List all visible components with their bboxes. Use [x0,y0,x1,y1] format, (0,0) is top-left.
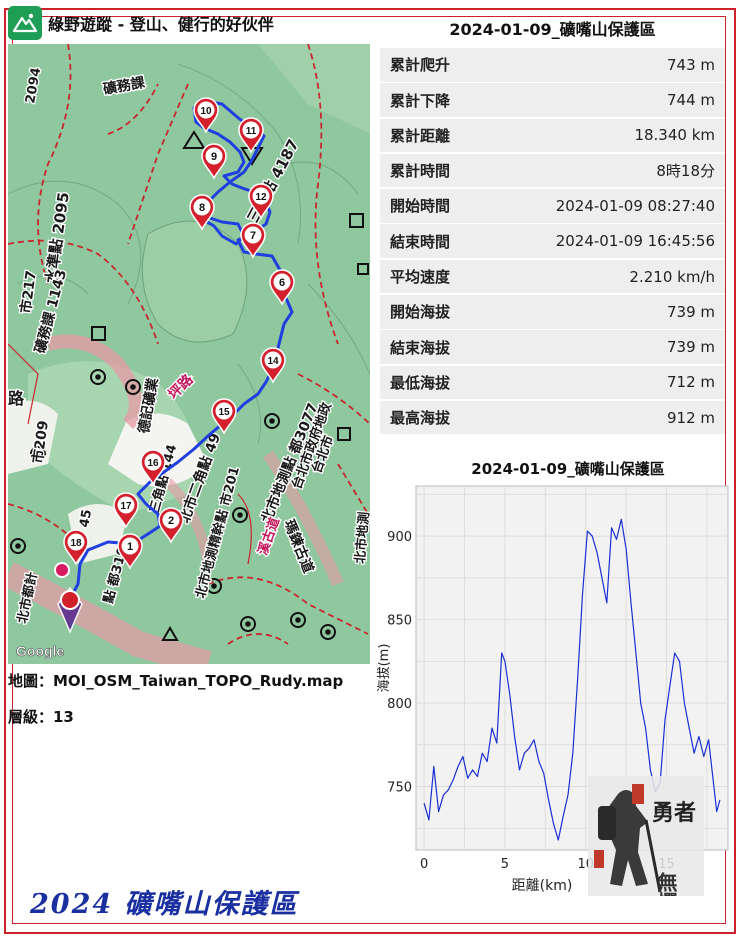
stat-value: 8時18分 [656,162,715,181]
map-label: 45 [77,508,95,528]
app-header: 綠野遊蹤 - 登山、健行的好伙伴 [8,6,374,40]
y-tick-label: 900 [387,530,412,545]
stat-value: 2.210 km/h [629,267,715,286]
stat-row: 累計距離 18.340 km [380,118,725,153]
waypoint-marker[interactable]: 6 [269,269,295,306]
waypoint-marker[interactable]: 12 [248,183,274,220]
waypoint-marker[interactable]: 9 [201,143,227,180]
stamp-text-main: 勇者 [652,800,696,826]
stat-row: 累計爬升 743 m [380,48,725,82]
waypoint-number: 2 [168,515,174,527]
y-axis-label: 海拔(m) [377,644,392,693]
stats-title: 2024-01-09_礦嘴山保護區 [449,20,656,39]
waypoint-marker[interactable]: 18 [63,529,89,566]
stat-row: 結束時間 2024-01-09 16:45:56 [380,224,725,258]
stat-label: 累計時間 [390,162,451,181]
stat-label: 結束時間 [390,232,451,251]
stat-row: 開始時間 2024-01-09 08:27:40 [380,189,725,223]
app-title: 綠野遊蹤 - 登山、健行的好伙伴 [48,15,274,34]
hiker-stamp-logo: 勇者 無懼 [588,776,704,913]
elevation-series-line [423,518,721,841]
stat-label: 累計爬升 [390,56,451,75]
waypoint-marker[interactable]: 11 [238,117,264,154]
chart-title: 2024-01-09_礦嘴山保護區 [471,460,664,478]
x-tick-label: 0 [420,857,428,872]
stat-value: 912 m [666,408,715,427]
stat-value: 739 m [666,338,715,357]
stat-value: 2024-01-09 08:27:40 [555,196,715,215]
waypoint-marker[interactable]: 16 [140,449,166,486]
stat-value: 739 m [666,302,715,321]
waypoint-number: 1 [127,541,133,553]
waypoint-number: 15 [218,407,230,418]
stat-label: 結束海拔 [390,338,451,357]
stat-row: 最高海拔 912 m [380,400,725,435]
stat-label: 開始時間 [390,197,451,216]
signature-caption: 2024 礦嘴山保護區 [30,889,299,920]
stat-row: 累計下降 744 m [380,83,725,117]
stat-row: 平均速度 2.210 km/h [380,259,725,294]
stat-row: 最低海拔 712 m [380,365,725,400]
stamp-text-sub: 無懼 [654,871,678,896]
stat-label: 累計下降 [390,91,451,110]
waypoint-number: 8 [199,202,205,214]
stat-label: 平均速度 [390,268,451,287]
stat-label: 開始海拔 [390,303,451,322]
waypoint-number: 7 [250,230,256,242]
stat-row: 開始海拔 739 m [380,295,725,329]
waypoint-number: 10 [200,106,212,117]
stat-row: 結束海拔 739 m [380,330,725,364]
stat-value: 744 m [666,91,715,110]
stat-label: 累計距離 [390,126,451,145]
stat-row: 累計時間 8時18分 [380,153,725,188]
waypoint-marker[interactable]: 15 [211,398,237,435]
waypoint-number: 6 [279,277,285,289]
waypoint-number: 14 [267,356,279,367]
stat-label: 最高海拔 [390,409,451,428]
mountain-trail-icon [8,6,42,40]
waypoint-number: 18 [70,538,82,549]
y-tick-label: 750 [387,781,412,796]
map-attribution: Google [16,643,64,659]
map-zoom-label: 層級：13 [8,708,74,726]
y-tick-label: 850 [387,614,412,629]
map-label: 路 [8,389,25,408]
stat-value: 2024-01-09 16:45:56 [555,232,715,251]
waypoint-marker[interactable]: 2 [158,507,184,544]
map-source-label: 地圖：MOI_OSM_Taiwan_TOPO_Rudy.map [8,672,344,690]
stats-table: 累計爬升 743 m 累計下降 744 m 累計距離 18.340 km 累計時間 8時18分… [380,48,725,436]
stat-value: 712 m [666,373,715,392]
x-axis-label: 距離(km) [512,877,573,894]
waypoint-marker[interactable]: 1 [117,533,143,570]
stat-value: 18.340 km [634,126,715,145]
y-tick-label: 800 [387,697,412,712]
topo-map[interactable]: 2094 礦務課 水準點 2095 市217 礦務課 1143 三角點 4187… [8,44,370,664]
map-label: 北市地測 [352,511,370,564]
waypoint-marker[interactable]: 7 [240,222,266,259]
waypoint-marker[interactable]: 8 [189,194,215,231]
waypoint-marker[interactable]: 14 [260,347,286,384]
waypoint-marker[interactable]: 10 [193,97,219,134]
stat-label: 最低海拔 [390,373,451,392]
waypoint-number: 12 [255,192,267,203]
x-tick-label: 5 [501,857,509,872]
waypoint-number: 16 [147,458,159,469]
stat-value: 743 m [666,55,715,74]
waypoint-number: 17 [120,501,132,512]
waypoint-marker[interactable]: 17 [113,492,139,529]
waypoint-number: 11 [246,126,257,137]
waypoint-number: 9 [211,151,217,163]
